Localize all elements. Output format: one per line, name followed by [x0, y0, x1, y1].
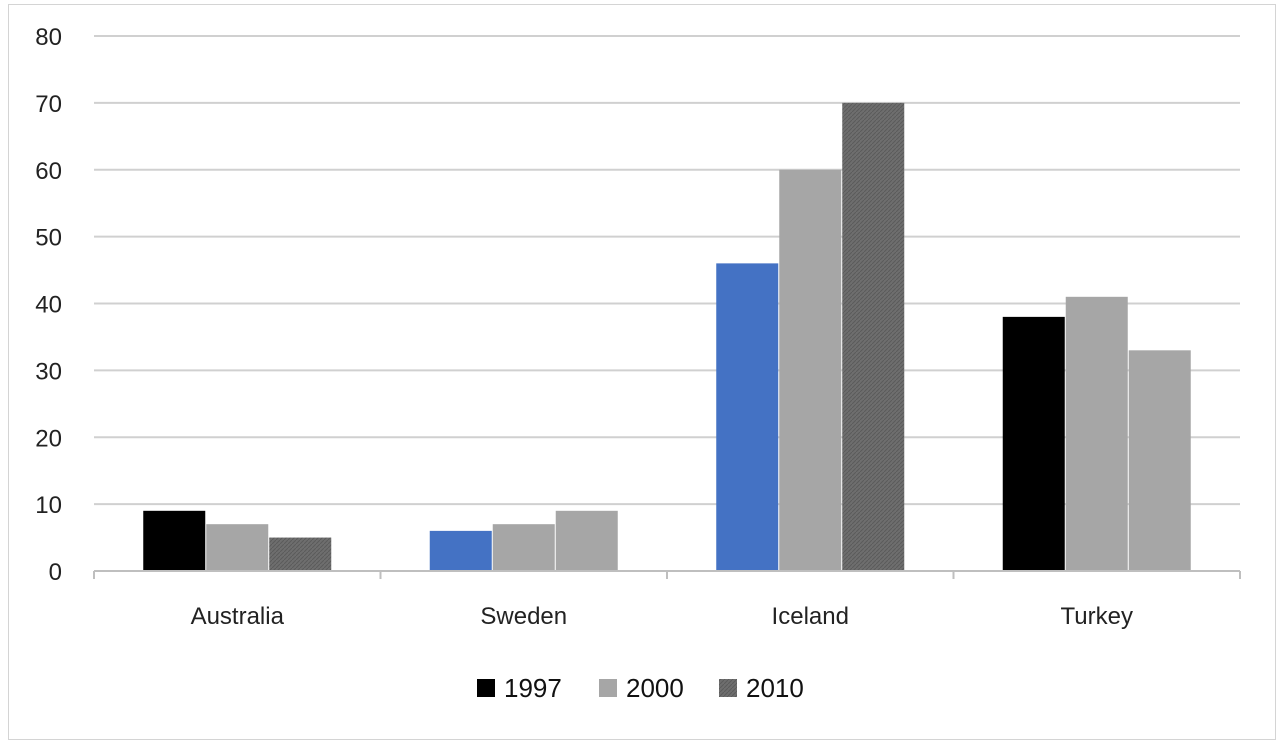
x-tick-label: Sweden — [480, 603, 567, 630]
y-tick-label: 80 — [35, 24, 62, 51]
legend-label: 1997 — [504, 673, 562, 703]
y-tick-label: 10 — [35, 492, 62, 519]
x-tick-label: Iceland — [772, 603, 849, 630]
bar-australia-2000 — [206, 524, 269, 571]
legend: 1997 2000 2010 — [477, 673, 804, 703]
legend-swatch-2010 — [719, 679, 737, 697]
legend-swatch-1997 — [477, 679, 495, 697]
y-tick-label: 0 — [49, 559, 62, 586]
y-axis: 0 10 20 30 40 50 60 70 80 — [35, 24, 62, 586]
bar-iceland-2000 — [779, 169, 842, 571]
bars — [143, 102, 1191, 571]
y-tick-label: 20 — [35, 425, 62, 452]
bar-turkey-2010 — [1128, 350, 1191, 571]
bar-australia-1997 — [143, 510, 206, 571]
legend-label: 2000 — [626, 673, 684, 703]
y-tick-label: 30 — [35, 358, 62, 385]
bar-sweden-1997 — [429, 530, 492, 571]
y-tick-label: 50 — [35, 225, 62, 252]
bar-turkey-2000 — [1065, 296, 1128, 571]
bar-iceland-2010 — [842, 102, 905, 571]
x-tick-label: Turkey — [1061, 603, 1133, 630]
bar-sweden-2000 — [492, 524, 555, 571]
x-axis: Australia Sweden Iceland Turkey — [93, 570, 1241, 630]
x-tick-label: Australia — [191, 603, 285, 630]
bar-australia-2010 — [269, 537, 332, 571]
bar-turkey-1997 — [1002, 316, 1065, 571]
y-tick-label: 70 — [35, 91, 62, 118]
legend-swatch-2000 — [599, 679, 617, 697]
legend-label: 2010 — [746, 673, 804, 703]
y-tick-label: 60 — [35, 158, 62, 185]
bar-sweden-2010 — [555, 510, 618, 571]
bar-iceland-1997 — [716, 263, 779, 571]
y-tick-label: 40 — [35, 292, 62, 319]
